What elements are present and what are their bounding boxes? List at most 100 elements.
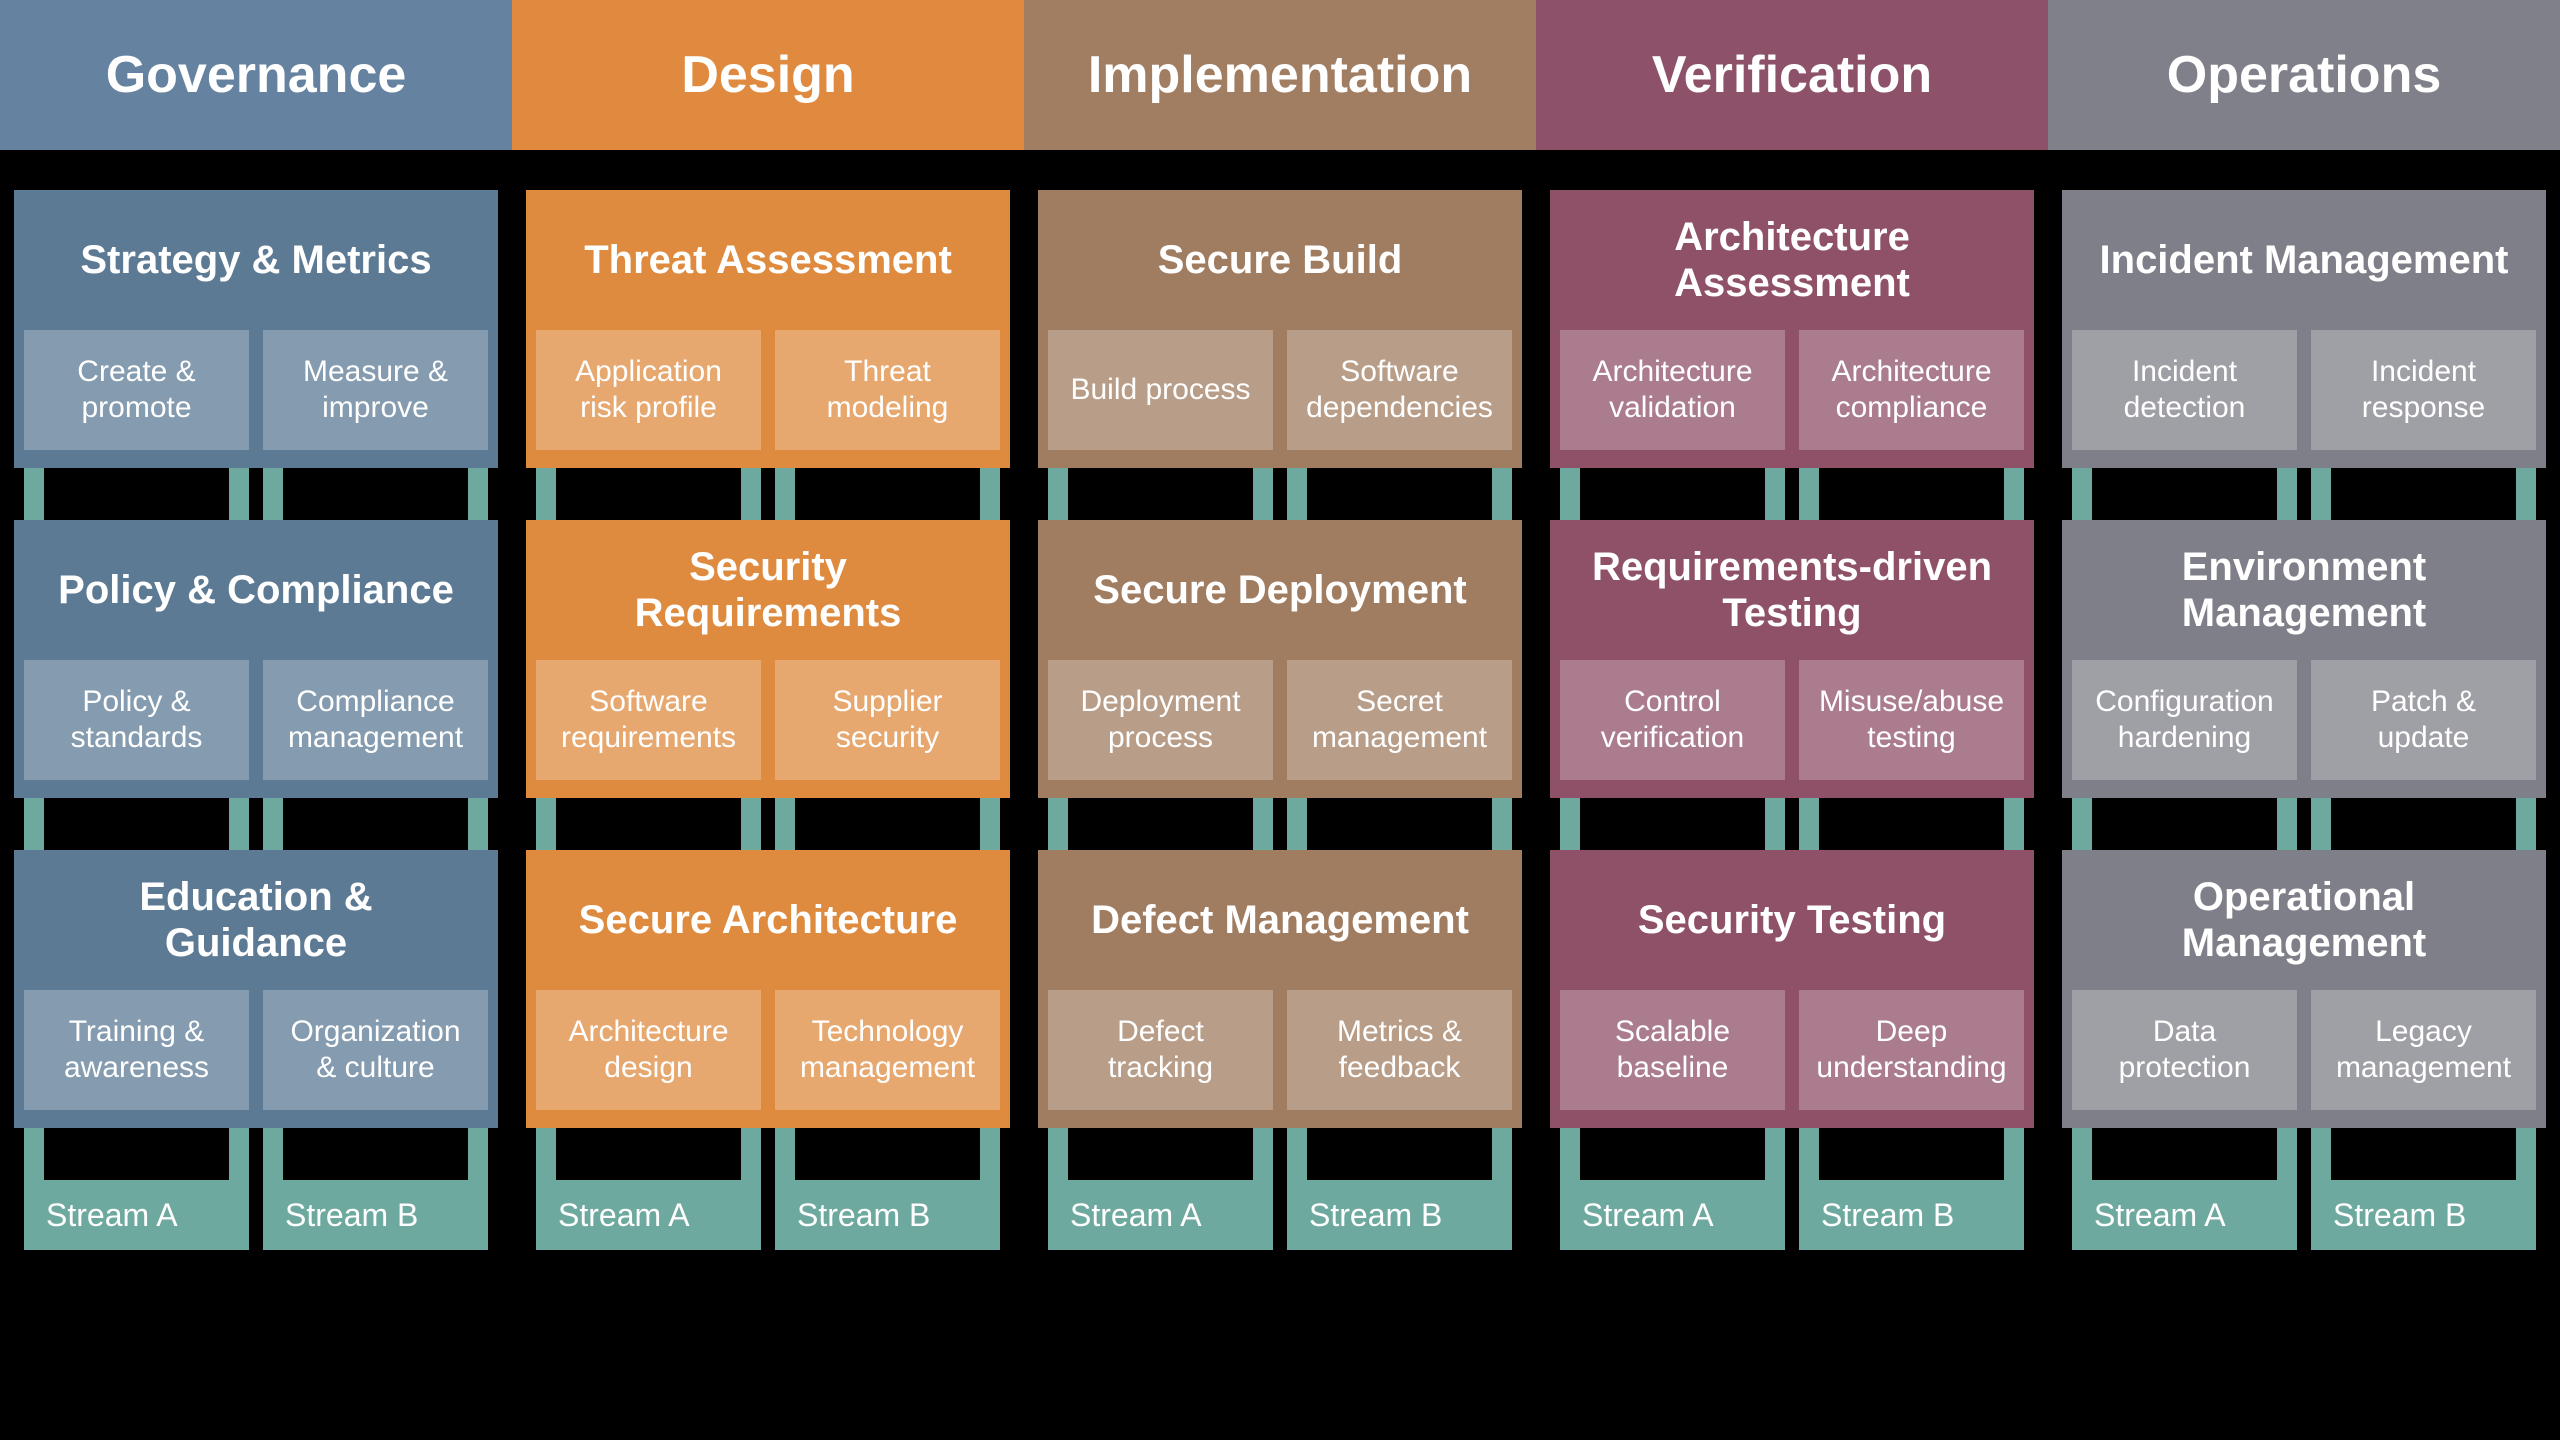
stream-a: Architecture design: [536, 990, 761, 1110]
connector-pillar: [775, 468, 795, 520]
connector-pillar: [1287, 468, 1307, 520]
connector: [536, 798, 761, 850]
stream-a: Deployment process: [1048, 660, 1273, 780]
stream-footer-b: Stream B: [775, 1180, 1000, 1250]
practice-verification-0: Architecture AssessmentArchitecture vali…: [1550, 190, 2034, 468]
connector-pillar: [229, 1128, 249, 1180]
column-implementation: ImplementationSecure BuildBuild processS…: [1024, 0, 1536, 1440]
stream-b: Metrics & feedback: [1287, 990, 1512, 1110]
stream-a: Application risk profile: [536, 330, 761, 450]
stream-footer-b: Stream B: [1799, 1180, 2024, 1250]
stream-b: Supplier security: [775, 660, 1000, 780]
connector-pillar: [1560, 468, 1580, 520]
connector: [2311, 468, 2536, 520]
practice-title: Threat Assessment: [536, 190, 1000, 330]
practices-wrap: Secure BuildBuild processSoftware depend…: [1024, 190, 1536, 1440]
practices-wrap: Architecture AssessmentArchitecture vali…: [1536, 190, 2048, 1440]
column-verification: Verification Architecture AssessmentArchi…: [1536, 0, 2048, 1440]
connector-pillar: [536, 1128, 556, 1180]
practice-verification-1: Requirements-driven TestingControl verif…: [1550, 520, 2034, 798]
connector-row: [1038, 1128, 1522, 1180]
connector: [775, 468, 1000, 520]
practices-wrap: Threat AssessmentApplication risk profil…: [512, 190, 1024, 1440]
practice-design-2: Secure ArchitectureArchitecture designTe…: [526, 850, 1010, 1128]
streams-row: Training & awarenessOrganization & cultu…: [24, 990, 488, 1110]
streams-row: Create & promoteMeasure & improve: [24, 330, 488, 450]
connector: [775, 798, 1000, 850]
stream-b: Compliance management: [263, 660, 488, 780]
connector: [263, 468, 488, 520]
connector-pillar: [741, 798, 761, 850]
connector-pillar: [1492, 468, 1512, 520]
connector: [536, 468, 761, 520]
stream-a: Configuration hardening: [2072, 660, 2297, 780]
streams-row: Defect trackingMetrics & feedback: [1048, 990, 1512, 1110]
practice-design-0: Threat AssessmentApplication risk profil…: [526, 190, 1010, 468]
practice-governance-0: Strategy & MetricsCreate & promoteMeasur…: [14, 190, 498, 468]
connector-pillar: [263, 468, 283, 520]
connector-pillar: [2004, 798, 2024, 850]
connector: [2072, 468, 2297, 520]
practice-title: Secure Build: [1048, 190, 1512, 330]
stream-a: Incident detection: [2072, 330, 2297, 450]
stream-b: Technology management: [775, 990, 1000, 1110]
streams-row: Architecture designTechnology management: [536, 990, 1000, 1110]
connector-pillar: [1799, 798, 1819, 850]
stream-b: Misuse/abuse testing: [1799, 660, 2024, 780]
practice-title: Secure Deployment: [1048, 520, 1512, 660]
connector-pillar: [2277, 468, 2297, 520]
connector-pillar: [263, 798, 283, 850]
connector: [2311, 798, 2536, 850]
connector-pillar: [1253, 1128, 1273, 1180]
connector-pillar: [980, 1128, 1000, 1180]
stream-b: Threat modeling: [775, 330, 1000, 450]
connector: [1799, 798, 2024, 850]
stream-a: Create & promote: [24, 330, 249, 450]
practice-title: Secure Architecture: [536, 850, 1000, 990]
practice-title: Defect Management: [1048, 850, 1512, 990]
practice-governance-1: Policy & CompliancePolicy & standardsCom…: [14, 520, 498, 798]
connector: [1287, 1128, 1512, 1180]
practice-title: Security Requirements: [536, 520, 1000, 660]
connector: [536, 1128, 761, 1180]
connector-pillar: [1253, 468, 1273, 520]
stream-b: Incident response: [2311, 330, 2536, 450]
practice-title: Security Testing: [1560, 850, 2024, 990]
connector: [1799, 468, 2024, 520]
stream-a: Control verification: [1560, 660, 1785, 780]
header-verification: Verification: [1536, 0, 2048, 150]
streams-row: Incident detectionIncident response: [2072, 330, 2536, 450]
practice-implementation-1: Secure DeploymentDeployment processSecre…: [1038, 520, 1522, 798]
connector-row: [2062, 798, 2546, 850]
streams-row: Scalable baselineDeep understanding: [1560, 990, 2024, 1110]
connector-pillar: [775, 1128, 795, 1180]
connector-pillar: [229, 798, 249, 850]
connector: [1048, 1128, 1273, 1180]
connector-pillar: [536, 468, 556, 520]
stream-footer-a: Stream A: [1560, 1180, 1785, 1250]
practice-title: Education & Guidance: [24, 850, 488, 990]
connector-pillar: [1799, 468, 1819, 520]
connector-row: [14, 798, 498, 850]
header-governance: Governance: [0, 0, 512, 150]
connector: [1560, 468, 1785, 520]
connector-pillar: [1287, 1128, 1307, 1180]
connector: [2311, 1128, 2536, 1180]
connector-row: [526, 468, 1010, 520]
connector: [1560, 798, 1785, 850]
connector-row: [526, 1128, 1010, 1180]
connector-row: [1038, 798, 1522, 850]
connector-pillar: [2516, 1128, 2536, 1180]
stream-footer-a: Stream A: [24, 1180, 249, 1250]
connector-pillar: [980, 798, 1000, 850]
connector-pillar: [2311, 798, 2331, 850]
connector-row: [1550, 1128, 2034, 1180]
connector-pillar: [468, 798, 488, 850]
practice-implementation-0: Secure BuildBuild processSoftware depend…: [1038, 190, 1522, 468]
connector-pillar: [2277, 798, 2297, 850]
connector-pillar: [2072, 1128, 2092, 1180]
connector-pillar: [536, 798, 556, 850]
samm-matrix: Governance Strategy & MetricsCreate & pro…: [0, 0, 2560, 1440]
stream-b: Architecture compliance: [1799, 330, 2024, 450]
stream-a: Data protection: [2072, 990, 2297, 1110]
